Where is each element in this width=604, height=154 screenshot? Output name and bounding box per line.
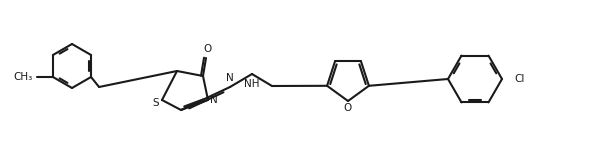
Text: CH₃: CH₃ — [14, 72, 33, 82]
Text: O: O — [344, 103, 352, 113]
Text: NH: NH — [244, 79, 260, 89]
Text: N: N — [226, 73, 234, 83]
Text: N: N — [210, 95, 218, 105]
Text: S: S — [153, 98, 159, 108]
Text: Cl: Cl — [514, 74, 524, 84]
Text: O: O — [203, 44, 211, 54]
